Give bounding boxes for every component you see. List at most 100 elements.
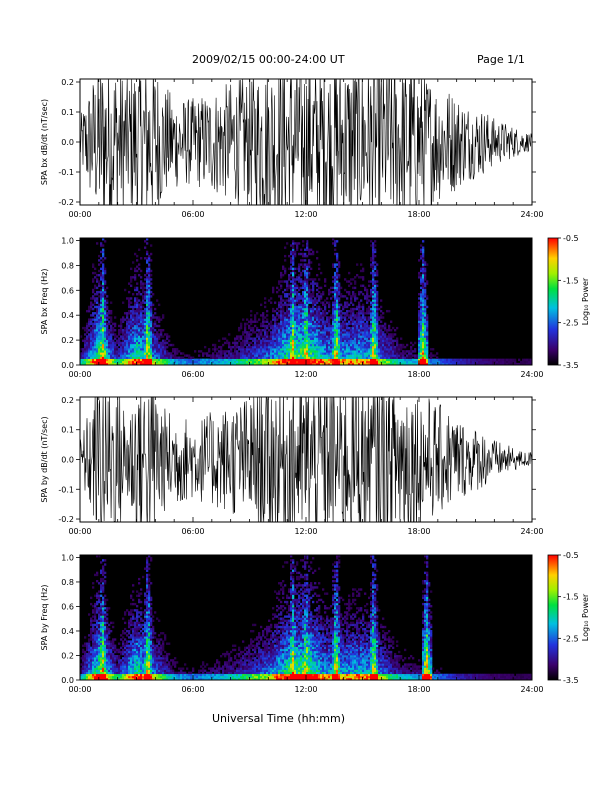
heatmap-cell <box>378 352 381 355</box>
heatmap-cell <box>138 303 141 307</box>
heatmap-cell <box>372 358 375 362</box>
heatmap-cell <box>96 345 99 349</box>
heatmap-cell <box>378 337 381 340</box>
heatmap-cell <box>428 358 431 362</box>
heatmap-cell <box>294 337 297 340</box>
heatmap-cell <box>106 348 109 351</box>
heatmap-cell <box>148 297 151 300</box>
heatmap-cell <box>368 354 371 357</box>
heatmap-cell <box>292 288 295 292</box>
heatmap-cell <box>304 248 307 251</box>
heatmap-cell <box>244 341 247 345</box>
heatmap-cell <box>326 348 329 351</box>
heatmap-cell <box>142 316 145 319</box>
heatmap-cell <box>522 360 525 364</box>
heatmap-cell <box>104 240 107 243</box>
heatmap-cell <box>236 358 239 362</box>
heatmap-cell <box>350 316 353 319</box>
heatmap-cell <box>316 358 319 362</box>
heatmap-cell <box>382 341 385 345</box>
heatmap-cell <box>152 324 155 328</box>
heatmap-cell <box>362 307 365 311</box>
heatmap-cell <box>300 286 303 290</box>
heatmap-cell <box>370 316 373 319</box>
heatmap-cell <box>332 301 335 304</box>
heatmap-cell <box>316 329 319 332</box>
heatmap-cell <box>226 358 229 362</box>
heatmap-cell <box>244 358 247 362</box>
heatmap-cell <box>96 324 99 328</box>
heatmap-cell <box>260 345 263 349</box>
heatmap-cell <box>372 307 375 311</box>
heatmap-cell <box>136 286 139 290</box>
heatmap-cell <box>130 337 133 340</box>
heatmap-cell <box>94 619 97 622</box>
heatmap-cell <box>124 331 127 334</box>
heatmap-cell <box>96 638 99 641</box>
heatmap-cell <box>372 295 375 298</box>
heatmap-cell <box>434 362 437 366</box>
heatmap-cell <box>410 350 413 353</box>
heatmap-cell <box>316 350 319 353</box>
heatmap-cell <box>324 348 327 351</box>
heatmap-cell <box>430 348 433 351</box>
heatmap-cell <box>146 261 149 264</box>
heatmap-cell <box>278 324 281 328</box>
heatmap-cell <box>144 356 147 359</box>
heatmap-cell <box>104 322 107 326</box>
heatmap-cell <box>306 273 309 277</box>
heatmap-cell <box>102 644 105 647</box>
heatmap-cell <box>358 324 361 328</box>
heatmap-cell <box>310 337 313 340</box>
heatmap-cell <box>136 312 139 315</box>
heatmap-cell <box>308 312 311 315</box>
heatmap-cell <box>372 316 375 319</box>
heatmap-cell <box>96 339 99 343</box>
heatmap-cell <box>340 331 343 334</box>
heatmap-cell <box>92 263 95 266</box>
heatmap-cell <box>146 339 149 343</box>
heatmap-cell <box>146 318 149 321</box>
heatmap-cell <box>262 362 265 366</box>
heatmap-cell <box>336 301 339 304</box>
heatmap-cell <box>308 309 311 313</box>
heatmap-cell <box>102 580 105 583</box>
heatmap-cell <box>320 352 323 355</box>
heatmap-cell <box>426 354 429 357</box>
heatmap-cell <box>100 623 103 627</box>
heatmap-cell <box>368 358 371 362</box>
heatmap-cell <box>102 638 105 641</box>
heatmap-cell <box>300 259 303 262</box>
heatmap-cell <box>302 337 305 340</box>
heatmap-cell <box>322 322 325 326</box>
heatmap-cell <box>298 329 301 332</box>
heatmap-cell <box>282 273 285 277</box>
heatmap-cell <box>282 326 285 330</box>
heatmap-cell <box>232 345 235 349</box>
heatmap-cell <box>90 623 93 627</box>
heatmap-cell <box>318 312 321 315</box>
heatmap-cell <box>100 362 103 366</box>
heatmap-cell <box>228 345 231 349</box>
heatmap-cell <box>98 652 101 656</box>
heatmap-cell <box>142 322 145 326</box>
heatmap-cell <box>272 286 275 290</box>
heatmap-cell <box>294 362 297 366</box>
heatmap-cell <box>346 290 349 294</box>
heatmap-cell <box>148 303 151 307</box>
heatmap-cell <box>350 339 353 343</box>
heatmap-cell <box>498 358 501 362</box>
heatmap-cell <box>90 657 93 660</box>
heatmap-cell <box>296 335 299 338</box>
heatmap-cell <box>260 335 263 338</box>
heatmap-cell <box>84 341 87 345</box>
heatmap-cell <box>340 309 343 313</box>
heatmap-cell <box>286 326 289 330</box>
heatmap-cell <box>82 354 85 357</box>
heatmap-cell <box>90 673 93 677</box>
heatmap-cell <box>362 335 365 338</box>
heatmap-cell <box>290 299 293 302</box>
heatmap-cell <box>350 282 353 285</box>
heatmap-cell <box>302 269 305 273</box>
heatmap-cell <box>344 343 347 347</box>
